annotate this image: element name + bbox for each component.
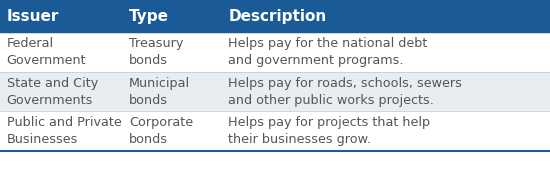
- Text: Municipal
bonds: Municipal bonds: [129, 77, 190, 107]
- Text: Federal
Government: Federal Government: [7, 37, 86, 67]
- Text: Public and Private
Businesses: Public and Private Businesses: [7, 116, 122, 146]
- Bar: [0, 32, 550, 72]
- Text: Treasury
bonds: Treasury bonds: [129, 37, 184, 67]
- Text: Helps pay for the national debt
and government programs.: Helps pay for the national debt and gove…: [228, 37, 428, 67]
- Text: Corporate
bonds: Corporate bonds: [129, 116, 194, 146]
- Bar: [0, 72, 550, 111]
- Text: Type: Type: [129, 9, 169, 24]
- Text: Helps pay for projects that help
their businesses grow.: Helps pay for projects that help their b…: [228, 116, 430, 146]
- Text: Helps pay for roads, schools, sewers
and other public works projects.: Helps pay for roads, schools, sewers and…: [228, 77, 462, 107]
- Text: State and City
Governments: State and City Governments: [7, 77, 98, 107]
- Bar: [0, 111, 550, 151]
- Bar: [0, 0, 550, 32]
- Text: Description: Description: [228, 9, 327, 24]
- Text: Issuer: Issuer: [7, 9, 59, 24]
